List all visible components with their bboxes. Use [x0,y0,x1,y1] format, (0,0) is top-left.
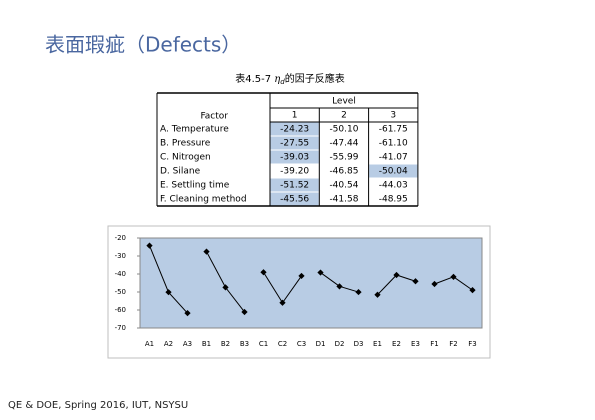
column-header: 2 [341,111,347,121]
group-header: Level [332,97,356,107]
point-marker [279,299,286,306]
factor-name: A. Temperature [160,125,229,135]
x-tick-label: C2 [278,340,287,348]
y-tick-label: -60 [115,306,126,314]
table-cell: -46.85 [329,167,358,177]
point-marker [203,248,210,255]
point-marker [431,280,438,288]
point-marker [393,271,400,279]
x-tick-label: E1 [373,340,382,348]
highlight-cell [369,164,418,178]
x-tick-label: A3 [183,340,192,348]
table-cell: -45.56 [280,195,309,205]
table-cell: -61.75 [379,125,408,135]
x-tick-label: B1 [202,340,211,348]
x-tick-label: C3 [297,340,306,348]
table-cell: -50.10 [329,125,358,135]
x-tick-label: E3 [411,340,420,348]
highlight-cell [270,136,319,150]
chart: -20 -30 -40 -50 -60 -70 A1 A2 A3 B1 B2 B3 C1 C2 C3 D1 D2… [115,234,483,348]
table-caption: 表4.5-7 ηd的因子反應表 [235,72,345,86]
footer: QE & DOE, Spring 2016, IUT, NSYSU [8,400,188,411]
point-marker [374,291,381,298]
point-marker [412,278,419,285]
table-cell: -41.07 [379,153,408,163]
table-cell: -61.10 [379,139,408,149]
factor-name: F. Cleaning method [160,195,247,205]
column-header: 1 [292,111,298,121]
x-tick-label: B2 [221,340,230,348]
x-tick-label: F1 [430,340,438,348]
point-marker [336,283,343,290]
y-tick-label: -40 [115,270,126,278]
column-header: 3 [390,111,396,121]
x-tick-label: A2 [164,340,173,348]
x-tick-label: C1 [259,340,268,348]
table-cell: -41.58 [329,195,358,205]
highlight-cell [270,178,319,192]
x-tick-label: D3 [354,340,364,348]
factor-name: D. Silane [160,167,201,177]
y-tick-label: -50 [115,288,126,296]
caption-prefix: 表4.5-7 [235,72,271,85]
table-cell: -24.23 [280,125,309,135]
factor-name: C. Nitrogen [160,153,211,163]
table-cell: -40.54 [329,181,358,191]
table-cell: -50.04 [379,167,408,177]
table: Level Factor 1 2 3 A. Temperature -24.23 -50.10… [156,92,419,207]
table-cell: -47.44 [329,139,358,149]
x-tick-label: F2 [449,340,457,348]
slide-title: 表面瑕疵（Defects） [45,33,241,57]
highlight-cell [270,192,319,206]
table-cell: -39.03 [280,153,309,163]
table-cell: -27.55 [280,139,309,149]
x-tick-label: E2 [392,340,401,348]
plot-area [139,237,483,329]
point-marker [317,269,324,276]
x-tick-label: F3 [468,340,476,348]
table-cell: -44.03 [379,181,408,191]
point-marker [450,273,457,280]
y-tick-label: -70 [115,324,126,332]
highlight-cell [270,150,319,164]
caption-subscript: d [280,78,285,86]
caption-suffix: 的因子反應表 [285,72,345,85]
point-marker [298,272,305,280]
y-tick-label: -30 [115,252,126,260]
factor-name: E. Settling time [160,181,230,191]
x-tick-label: D1 [316,340,326,348]
table-cell: -51.52 [280,181,309,191]
factor-name: B. Pressure [160,139,211,149]
point-marker [146,242,153,249]
caption-symbol: η [274,74,280,85]
table-cell: -48.95 [379,195,408,205]
table-cell: -39.20 [280,167,309,177]
point-marker [260,269,267,276]
x-tick-label: B3 [240,340,249,348]
factor-header: Factor [200,112,228,122]
highlight-cell [270,122,319,136]
x-tick-label: A1 [145,340,154,348]
x-tick-label: D2 [335,340,345,348]
point-marker [355,288,362,296]
y-tick-label: -20 [115,234,126,242]
table-cell: -55.99 [329,153,358,163]
point-marker [469,286,476,294]
